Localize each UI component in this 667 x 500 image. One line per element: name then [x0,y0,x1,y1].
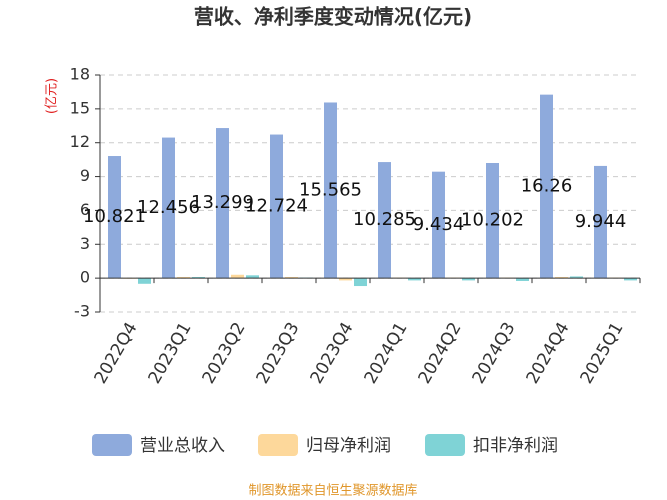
y-tick-label: -3 [74,302,90,321]
bar [486,163,499,279]
bar [432,171,445,279]
bar [216,128,229,279]
bar [462,278,475,281]
x-tick-label: 2024Q3 [469,319,520,387]
y-tick-label: 3 [80,234,90,253]
legend-label: 归母净利润 [306,436,391,456]
bar [192,277,205,279]
bar [138,278,151,284]
legend-label: 营业总收入 [140,436,225,456]
y-axis-label: (亿元) [45,78,60,114]
x-tick-label: 2024Q2 [415,319,466,387]
x-tick-label: 2023Q3 [253,319,304,387]
bar [570,276,583,279]
x-tick-label: 2023Q4 [307,319,358,387]
value-label: 12.724 [245,195,308,216]
bar [246,275,259,279]
value-label: 16.26 [521,175,573,196]
bar [354,278,367,287]
x-tick-label: 2023Q2 [199,319,250,387]
bar [108,156,121,279]
y-tick-label: 18 [70,65,90,84]
bar [285,277,298,279]
y-tick-label: 0 [80,268,90,287]
legend-swatch [425,434,465,456]
value-label: 10.202 [461,210,524,231]
x-tick-label: 2025Q1 [577,319,628,387]
value-label: 10.285 [353,209,416,230]
bar [162,137,175,279]
legend-swatch [258,434,298,456]
bar [231,274,244,279]
bar [270,134,283,279]
y-tick-label: 12 [70,132,90,151]
bar [594,165,607,279]
legend-swatch [92,434,132,456]
value-label: 9.434 [413,214,465,235]
bar [555,277,568,279]
x-tick-label: 2024Q1 [361,319,412,387]
bar [378,162,391,279]
x-tick-label: 2022Q4 [91,319,142,387]
source: 制图数据来自恒生聚源数据库 [248,483,417,499]
value-label: 13.299 [191,192,254,213]
bar [516,278,529,281]
bar [177,277,190,279]
bar [540,94,553,279]
y-tick-label: 9 [80,166,90,185]
x-tick-label: 2023Q1 [145,319,196,387]
bar [324,102,337,279]
y-tick-label: 6 [80,200,90,219]
chart-title: 营收、净利季度变动情况(亿元) [194,5,472,29]
y-tick-label: 15 [70,98,90,117]
bar [339,278,352,281]
value-label: 15.565 [299,179,362,200]
value-label: 10.821 [83,206,146,227]
value-label: 12.456 [137,197,200,218]
bar [408,278,421,281]
x-tick-label: 2024Q4 [523,319,574,387]
bar [624,278,637,281]
legend-label: 扣非净利润 [473,436,558,456]
value-label: 9.944 [575,211,627,232]
